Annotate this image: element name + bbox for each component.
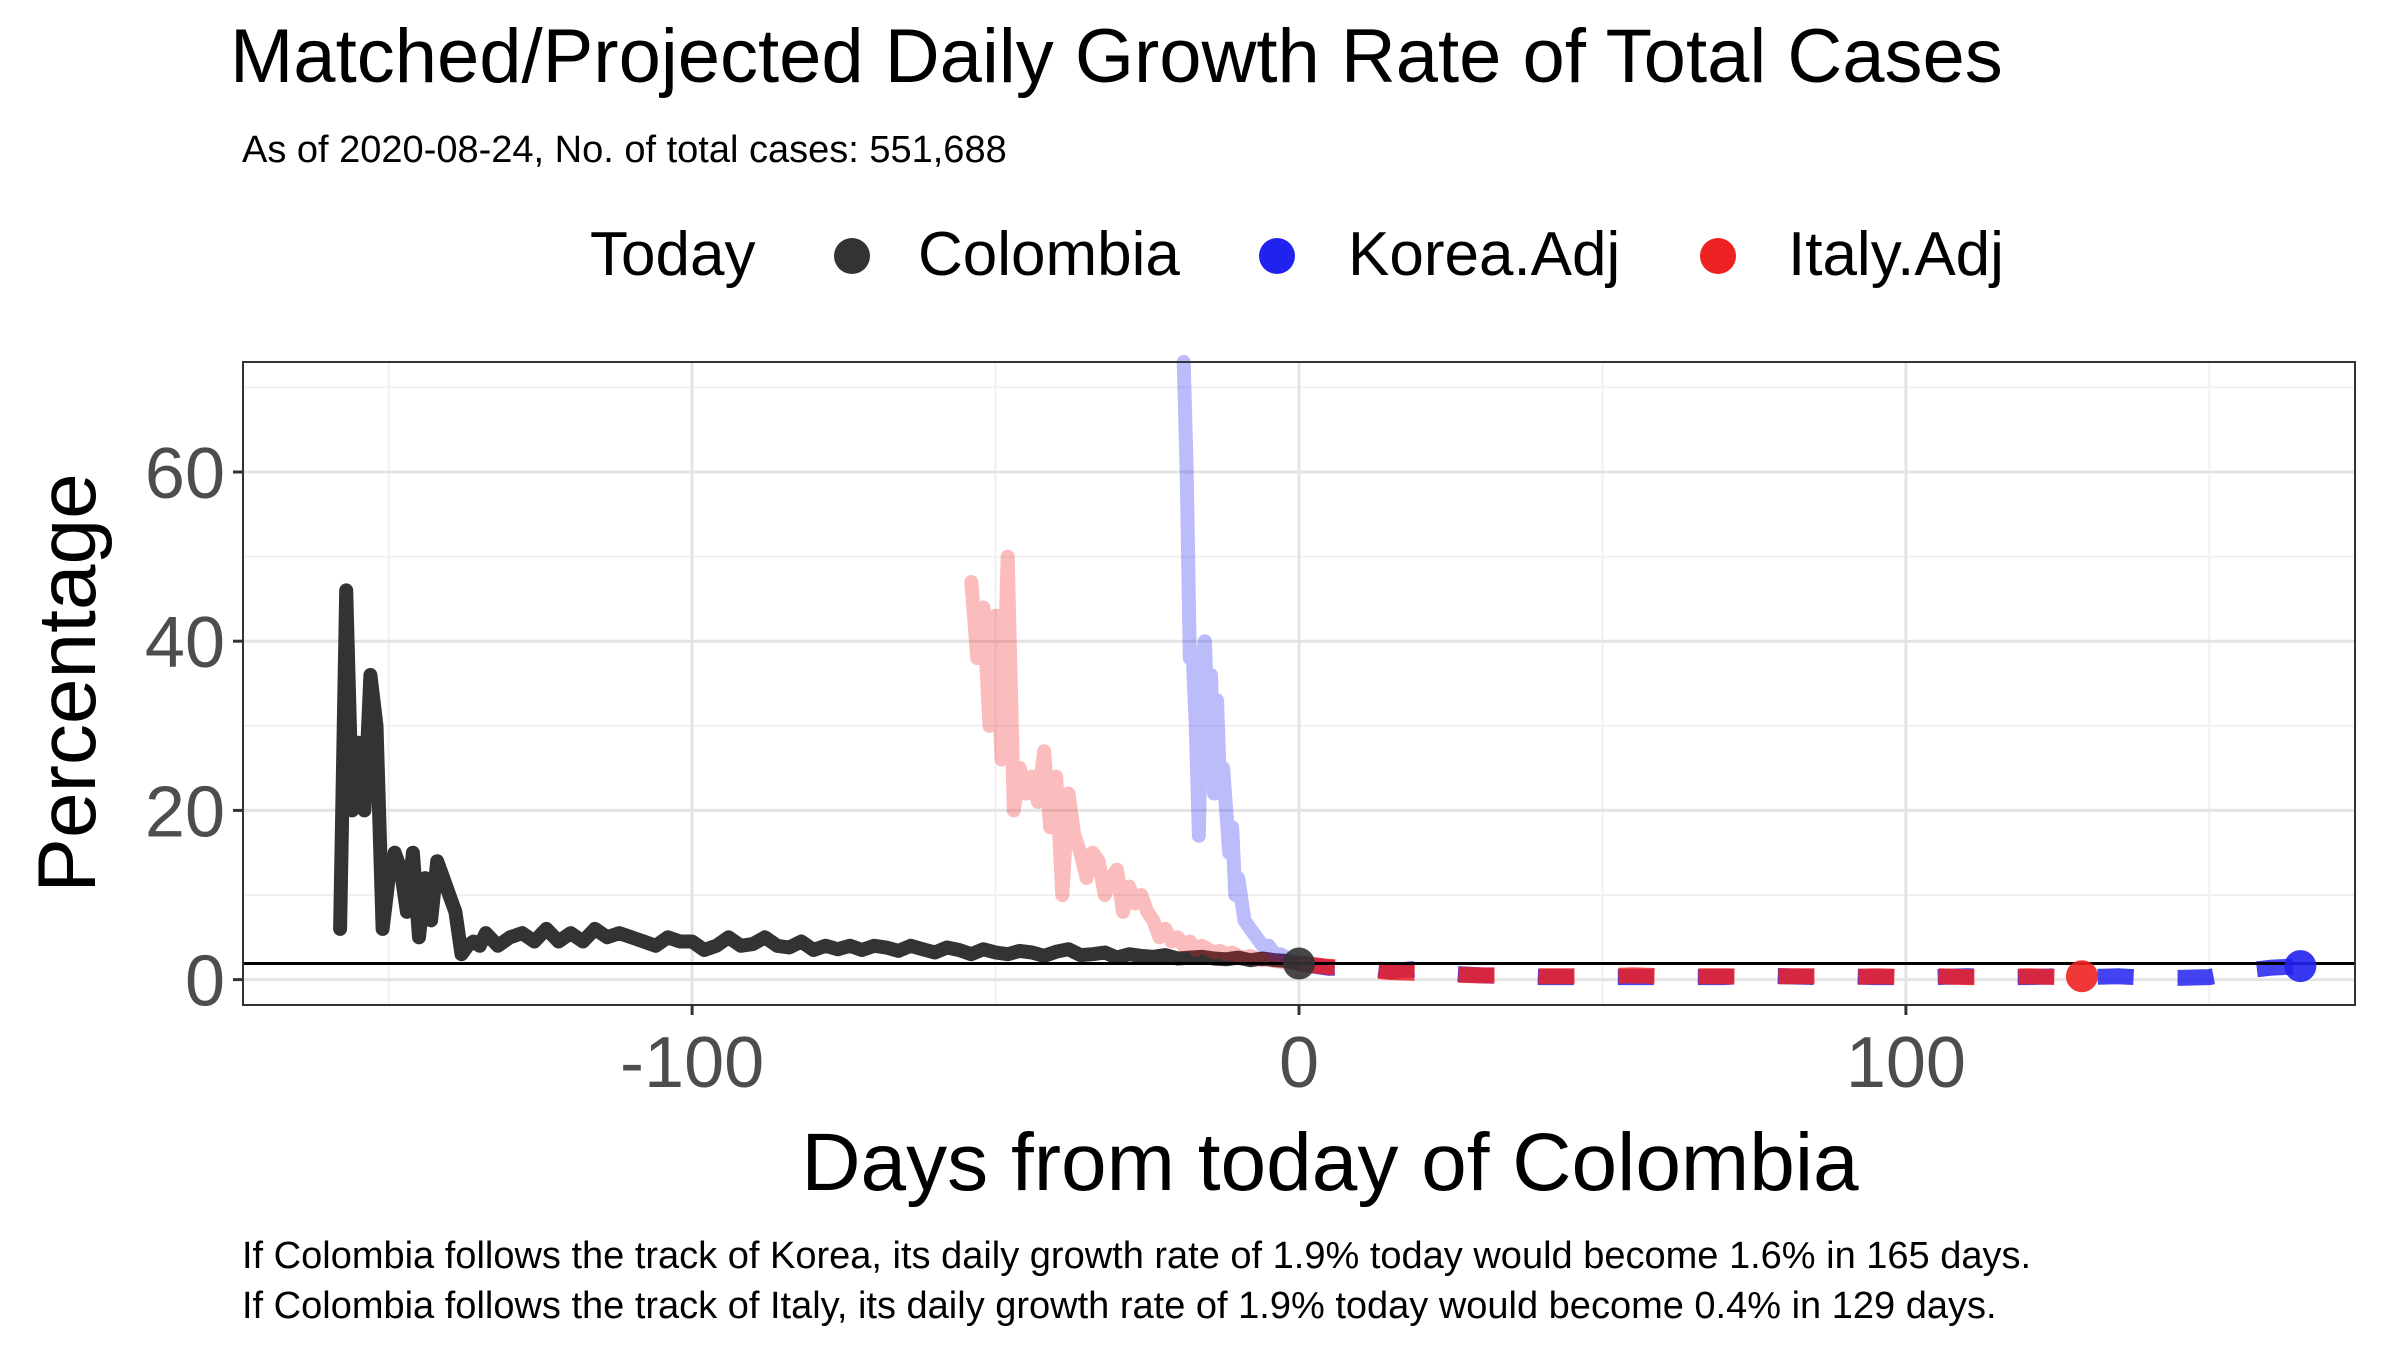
y-tick-label: 20: [145, 772, 225, 852]
annotation-italy: If Colombia follows the track of Italy, …: [242, 1285, 1997, 1327]
legend-key-italy: [1700, 238, 1736, 274]
y-axis: 0 20 40 60: [145, 434, 243, 1022]
y-tick-label: 40: [145, 603, 225, 683]
point-italy-adj: [2065, 960, 2098, 993]
legend-item-colombia: Colombia: [834, 220, 1180, 289]
legend-label-italy: Italy.Adj: [1788, 220, 2004, 289]
series-line-italy-adj-matched: [964, 549, 1306, 971]
chart-subtitle: As of 2020-08-24, No. of total cases: 55…: [242, 129, 1007, 171]
chart-title: Matched/Projected Daily Growth Rate of T…: [230, 14, 2003, 99]
x-axis-label: Days from today of Colombia: [801, 1117, 1859, 1208]
y-tick-label: 60: [145, 434, 225, 514]
grid: [243, 362, 2355, 1005]
y-tick-label: 0: [185, 942, 225, 1022]
x-tick-label: -100: [620, 1023, 764, 1103]
series-line-colombia-matched: [333, 583, 1306, 971]
legend-label-korea: Korea.Adj: [1348, 220, 1620, 289]
x-tick-label: 100: [1846, 1023, 1966, 1103]
series-line-italy-adj-projected: [1298, 955, 2083, 986]
x-tick-label: 0: [1279, 1023, 1319, 1103]
legend-item-italy: Italy.Adj: [1700, 220, 2004, 289]
legend-label-colombia: Colombia: [918, 220, 1180, 289]
end-points: [1283, 947, 2317, 993]
legend-key-korea: [1259, 238, 1295, 274]
series-lines: [333, 355, 2301, 986]
legend: Today Colombia Korea.Adj Italy.Adj: [590, 220, 2004, 289]
y-axis-label: Percentage: [22, 473, 113, 892]
point-korea-adj: [2284, 950, 2317, 983]
legend-title: Today: [590, 220, 755, 289]
annotation-korea: If Colombia follows the track of Korea, …: [242, 1235, 2031, 1277]
point-colombia: [1283, 947, 1315, 980]
series-line-korea-adj-matched: [1176, 355, 1306, 971]
x-axis: -100 0 100: [620, 1005, 1966, 1103]
legend-key-colombia: [834, 238, 870, 274]
legend-item-korea: Korea.Adj: [1259, 220, 1620, 289]
